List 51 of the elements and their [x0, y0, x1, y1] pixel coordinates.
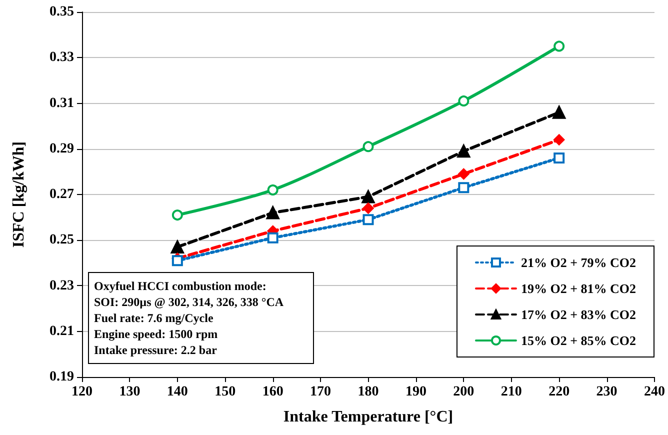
legend-label: 21% O2 + 79% CO2	[520, 255, 636, 270]
x-tick-label: 190	[405, 384, 426, 400]
x-tick-label: 120	[72, 384, 92, 400]
point	[458, 182, 470, 194]
y-tick-label: 0.19	[50, 370, 74, 384]
legend-label: 19% O2 + 81% CO2	[520, 281, 636, 296]
y-tick-label: 0.35	[50, 4, 74, 20]
point	[267, 232, 278, 244]
y-tick-label: 0.21	[50, 324, 74, 339]
point	[554, 40, 565, 52]
x-tick-label: 220	[548, 384, 570, 400]
x-tick-label: 240	[644, 384, 665, 400]
annotation: Oxyfuel HCCI combustion mode:	[94, 279, 266, 293]
x-tick-label: 210	[500, 384, 522, 400]
y-axis-title: ISFC [kg/kWh]	[10, 141, 28, 248]
y-tick-label: 0.29	[50, 141, 74, 156]
point	[266, 206, 280, 220]
x-tick-label: 140	[166, 384, 188, 400]
y-tick-label: 0.25	[50, 232, 74, 248]
point	[362, 190, 375, 204]
point	[458, 95, 470, 106]
point	[554, 152, 565, 164]
y-tick-label: 0.33	[50, 50, 74, 66]
x-tick-label: 200	[453, 384, 474, 400]
x-tick-label: 230	[596, 384, 618, 400]
point	[552, 106, 566, 119]
y-tick-label: 0.27	[50, 187, 74, 202]
annotation: Fuel rate: 7.6 mg/Cycle	[94, 311, 214, 325]
legend-label: 15% O2 + 85% CO2	[520, 333, 636, 348]
point	[170, 240, 184, 254]
annotation: Intake pressure: 2.2 bar	[94, 343, 218, 357]
point	[172, 210, 183, 221]
point	[172, 255, 183, 266]
annotation: Engine speed: 1500 rpm	[94, 327, 218, 341]
y-tick-label: 0.31	[50, 96, 74, 111]
point	[554, 134, 565, 146]
point	[267, 184, 278, 196]
point	[457, 144, 470, 158]
annotation: SOI: 290µs @ 302, 314, 326, 338 °CA	[94, 295, 284, 309]
legend-label: 17% O2 + 83% CO2	[520, 307, 636, 322]
x-tick-label: 180	[358, 384, 379, 400]
x-tick-label: 130	[119, 384, 140, 400]
point	[362, 141, 374, 152]
point	[362, 202, 374, 214]
x-axis-title: Intake Temperature [°C]	[283, 408, 454, 426]
x-tick-label: 160	[262, 384, 284, 400]
point	[362, 214, 374, 226]
point	[458, 168, 470, 180]
x-tick-label: 170	[310, 384, 332, 400]
x-tick-label: 150	[214, 384, 236, 400]
y-tick-label: 0.23	[50, 278, 74, 294]
